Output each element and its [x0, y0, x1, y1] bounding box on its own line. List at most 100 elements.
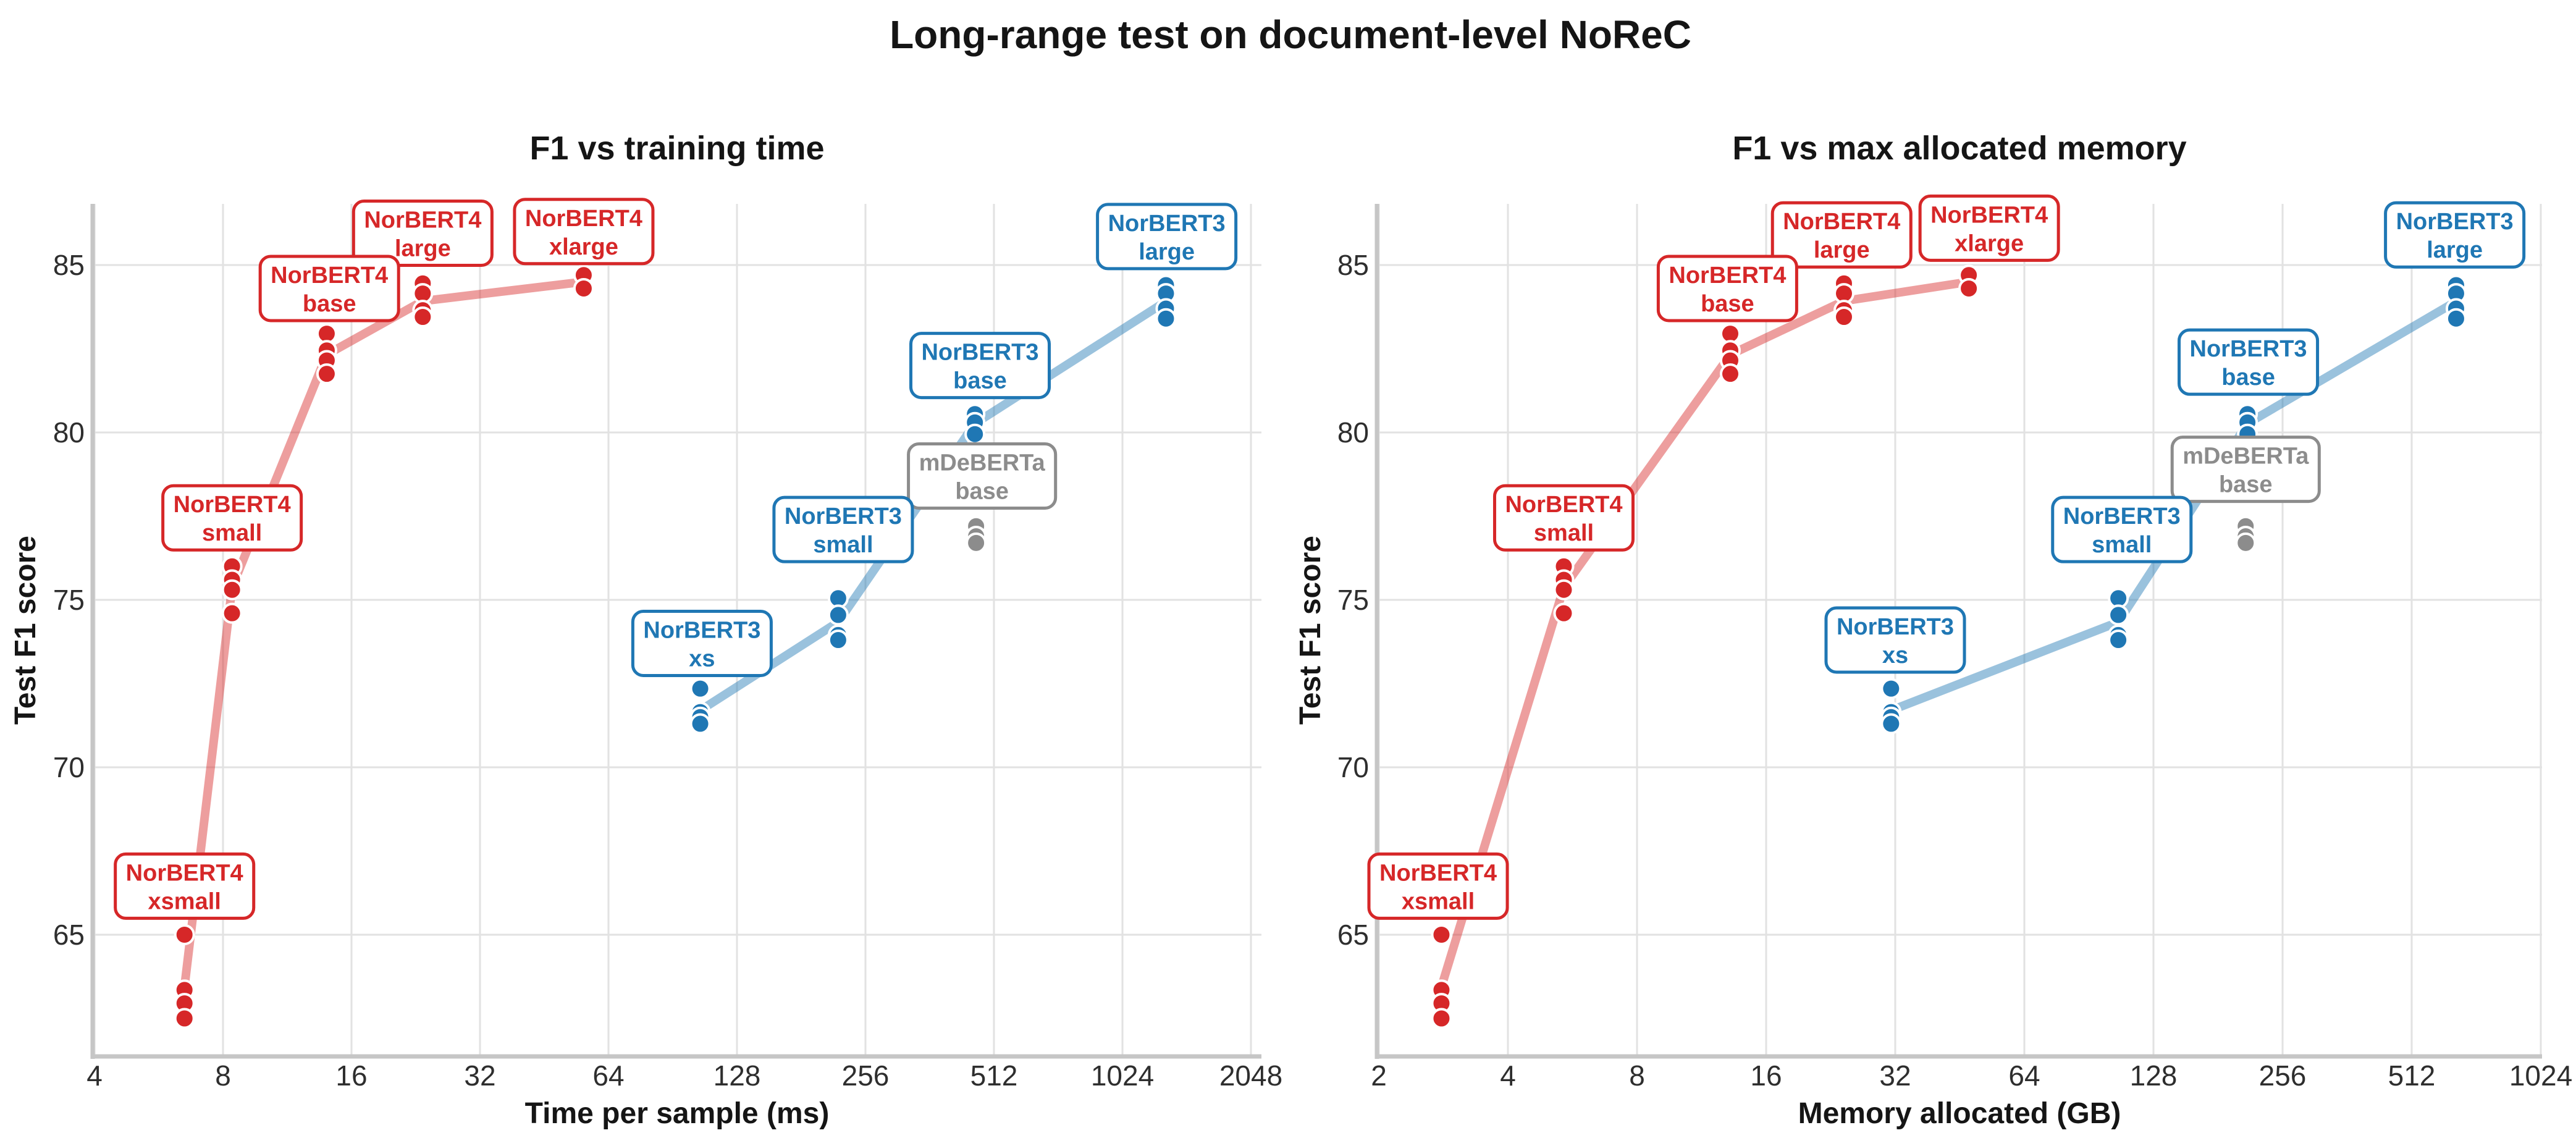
model-family-text: mDeBERTa — [919, 450, 1046, 476]
model-label-box — [909, 332, 1051, 400]
model-family-text: NorBERT4 — [525, 206, 642, 232]
x-tick-label-32: 32 — [464, 1060, 495, 1092]
model-label-box — [1492, 484, 1635, 552]
model-family-text: NorBERT4 — [1505, 492, 1622, 518]
y-tick-label-85: 85 — [1337, 249, 1369, 281]
model-size-text: large — [2427, 237, 2483, 263]
model-label-box — [161, 484, 303, 552]
model-label-box — [1824, 606, 1966, 674]
model-label-box — [1096, 203, 1238, 271]
x-tick-label-4: 4 — [86, 1060, 103, 1092]
x-tick-label-1024: 1024 — [2509, 1060, 2572, 1092]
model-size-text: base — [303, 291, 356, 317]
model-size-text: small — [813, 532, 873, 558]
model-family-text: NorBERT4 — [364, 208, 481, 234]
model-label-norbert3-small: NorBERT3 small — [2051, 495, 2193, 563]
model-size-text: base — [953, 368, 1007, 394]
model-family-text: NorBERT3 — [785, 503, 902, 529]
point-norbert4-small — [1553, 579, 1575, 600]
model-family-text: NorBERT3 — [2190, 336, 2307, 362]
x-tick-label-2: 2 — [1371, 1060, 1387, 1092]
model-label-box — [2051, 495, 2193, 563]
x-tick-label-8: 8 — [215, 1060, 231, 1092]
point-norbert4-base — [1719, 363, 1741, 385]
model-label-box — [631, 609, 773, 677]
point-norbert3-large — [1155, 308, 1177, 329]
point-norbert3-xs — [689, 713, 711, 735]
point-mdeberta-base — [2235, 532, 2257, 554]
model-family-text: NorBERT4 — [1930, 202, 2048, 228]
model-label-box — [258, 255, 400, 322]
model-label-box — [2170, 436, 2321, 503]
model-size-text: xsmall — [148, 888, 221, 914]
model-family-text: NorBERT3 — [921, 340, 1038, 366]
x-tick-label-128: 128 — [713, 1060, 761, 1092]
model-label-norbert3-small: NorBERT3 small — [772, 495, 914, 563]
x-axis-label: Time per sample (ms) — [525, 1097, 830, 1130]
model-size-text: xlarge — [1955, 230, 2024, 256]
model-family-text: NorBERT4 — [1669, 263, 1786, 289]
x-tick-label-16: 16 — [1750, 1060, 1782, 1092]
model-family-text: NorBERT3 — [2063, 503, 2181, 529]
x-tick-label-2048: 2048 — [1219, 1060, 1282, 1092]
model-family-text: NorBERT3 — [2396, 209, 2514, 235]
model-label-box — [1367, 852, 1509, 920]
model-size-text: small — [1534, 520, 1594, 546]
model-label-box — [351, 200, 494, 268]
subplot-memory: mDeBERTabaseNorBERT3largeNorBERT3baseNor… — [1294, 130, 2572, 1130]
x-tick-label-512: 512 — [2388, 1060, 2436, 1092]
model-family-text: NorBERT4 — [271, 263, 388, 289]
point-norbert4-large — [1833, 306, 1855, 328]
model-size-text: base — [1701, 291, 1754, 317]
point-norbert4-xsmall — [1431, 1008, 1452, 1029]
y-tick-label-80: 80 — [1337, 416, 1369, 449]
point-norbert3-small — [2108, 604, 2129, 626]
model-label-norbert3-xs: NorBERT3 xs — [631, 609, 773, 677]
point-mdeberta-base — [966, 532, 987, 554]
model-size-text: large — [1814, 237, 1870, 263]
point-norbert3-small — [827, 630, 849, 651]
point-norbert3-xs — [1880, 713, 1902, 735]
x-tick-label-256: 256 — [842, 1060, 890, 1092]
point-norbert3-small — [2108, 630, 2129, 651]
point-norbert3-base — [964, 423, 986, 445]
model-family-text: NorBERT4 — [1783, 209, 1900, 235]
model-label-box — [1656, 255, 1798, 322]
x-axis-label: Memory allocated (GB) — [1798, 1097, 2121, 1130]
y-tick-label-70: 70 — [1337, 751, 1369, 783]
x-tick-label-1024: 1024 — [1091, 1060, 1154, 1092]
model-label-box — [513, 198, 655, 266]
point-norbert4-small — [221, 579, 243, 600]
model-family-text: NorBERT3 — [1837, 614, 1954, 640]
model-label-box — [2384, 201, 2526, 269]
point-norbert4-base — [316, 363, 337, 385]
x-tick-label-4: 4 — [1500, 1060, 1516, 1092]
point-norbert4-xlarge — [1958, 277, 1980, 299]
x-tick-label-512: 512 — [970, 1060, 1018, 1092]
y-tick-label-65: 65 — [53, 919, 85, 951]
model-family-text: NorBERT4 — [1379, 860, 1497, 886]
point-norbert4-xsmall — [1431, 924, 1452, 945]
model-label-box — [114, 852, 256, 920]
point-norbert4-xsmall — [174, 1008, 195, 1029]
plot-title: F1 vs max allocated memory — [1732, 130, 2186, 167]
model-size-text: large — [1139, 239, 1195, 265]
point-norbert4-small — [221, 602, 243, 624]
model-family-text: NorBERT3 — [643, 617, 760, 643]
x-tick-label-64: 64 — [2008, 1060, 2040, 1092]
